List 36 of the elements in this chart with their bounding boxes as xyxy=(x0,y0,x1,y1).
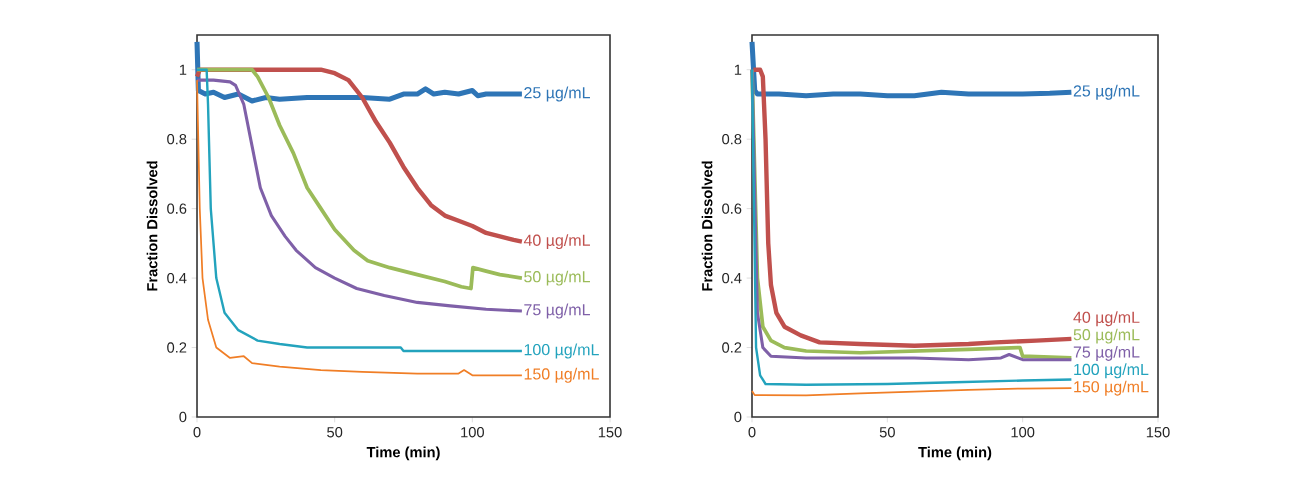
y-tick-label: 0.6 xyxy=(167,203,187,214)
series-label: 40 µg/mL xyxy=(523,234,590,250)
y-tick-label: 0.2 xyxy=(167,342,187,353)
x-tick-label: 100 xyxy=(1011,427,1035,438)
x-tick-label: 150 xyxy=(598,427,622,438)
series-label: 150 µg/mL xyxy=(524,367,599,383)
x-axis-title: Time (min) xyxy=(366,446,440,461)
series-label: 50 µg/mL xyxy=(1073,328,1140,344)
series-label: 75 µg/mL xyxy=(524,303,590,319)
y-tick-label: 1 xyxy=(179,64,187,75)
x-tick-label: 0 xyxy=(193,427,201,438)
y-tick-label: 0.2 xyxy=(722,342,742,353)
y-tick-label: 0.4 xyxy=(722,272,742,284)
series-label: 25 µg/mL xyxy=(1073,84,1140,100)
series-label: 150 µg/mL xyxy=(1074,380,1149,396)
y-tick-label: 0.6 xyxy=(722,203,742,214)
x-tick-label: 50 xyxy=(879,427,895,438)
x-tick-label: 50 xyxy=(327,427,343,438)
y-tick-label: 0.8 xyxy=(167,134,187,145)
series-label: 50 µg/mL xyxy=(524,270,590,286)
series-label: 25 µg/mL xyxy=(524,86,590,102)
y-tick-label: 1 xyxy=(734,64,742,75)
series-label: 40 µg/mL xyxy=(1073,311,1140,327)
x-tick-label: 150 xyxy=(1146,427,1170,438)
x-tick-label: 0 xyxy=(748,427,756,438)
series-label: 100 µg/mL xyxy=(524,343,599,359)
x-axis-title: Time (min) xyxy=(918,446,992,461)
y-axis-title: Fraction Dissolved xyxy=(701,161,713,291)
y-tick-label: 0 xyxy=(179,411,187,423)
y-axis-title: Fraction Dissolved xyxy=(146,161,158,291)
series-label: 100 µg/mL xyxy=(1074,363,1149,379)
x-tick-label: 100 xyxy=(461,427,484,438)
y-tick-label: 0.8 xyxy=(722,134,742,145)
series-label: 75 µg/mL xyxy=(1073,345,1140,361)
y-tick-label: 0.4 xyxy=(167,272,187,284)
y-tick-label: 0 xyxy=(734,411,742,423)
